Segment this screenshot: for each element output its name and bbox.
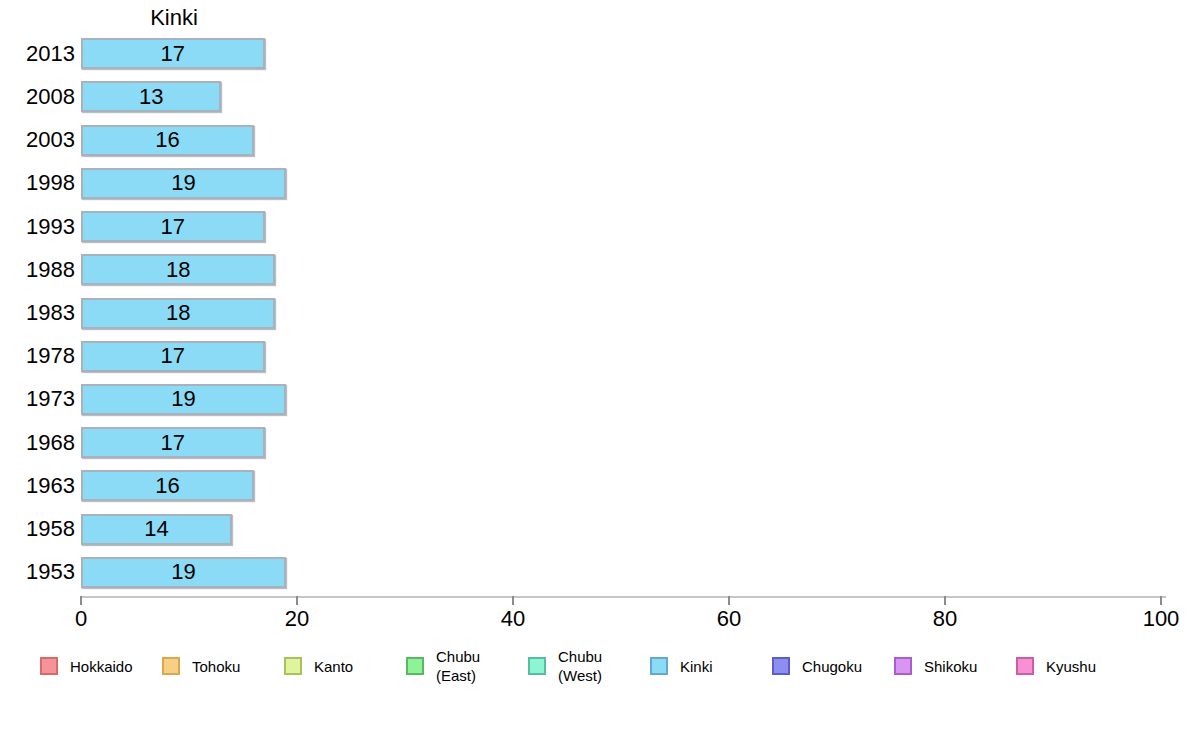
- chart-row: 1968 17: [0, 421, 1188, 464]
- legend-swatch-icon: [40, 657, 58, 675]
- year-label: 1973: [0, 386, 81, 412]
- x-axis-line: [81, 596, 1166, 598]
- x-tick-mark: [296, 596, 298, 605]
- bar-1978[interactable]: 17: [81, 341, 265, 372]
- x-tick-mark: [512, 596, 514, 605]
- chart-title: Kinki: [81, 5, 267, 31]
- bar-value-label: 16: [155, 127, 179, 153]
- chart-row: 1953 19: [0, 551, 1188, 594]
- year-label: 1958: [0, 516, 81, 542]
- x-tick-mark: [944, 596, 946, 605]
- year-label: 2013: [0, 41, 81, 67]
- legend-item-kyushu[interactable]: Kyushu: [1016, 648, 1096, 684]
- legend-item-shikoku[interactable]: Shikoku: [894, 648, 977, 684]
- bar-1988[interactable]: 18: [81, 254, 275, 285]
- x-tick-label: 20: [267, 606, 327, 632]
- legend-swatch-icon: [406, 657, 424, 675]
- legend-item-hokkaido[interactable]: Hokkaido: [40, 648, 133, 684]
- bar-value-label: 19: [171, 386, 195, 412]
- chart-row: 2008 13: [0, 75, 1188, 118]
- x-tick-mark: [80, 596, 82, 605]
- x-tick-label: 60: [699, 606, 759, 632]
- chart-row: 2013 17: [0, 32, 1188, 75]
- x-tick-label: 100: [1131, 606, 1188, 632]
- year-label: 1988: [0, 257, 81, 283]
- x-tick-mark: [1160, 596, 1162, 605]
- year-label: 2008: [0, 84, 81, 110]
- chart-row: 1963 16: [0, 464, 1188, 507]
- legend-swatch-icon: [772, 657, 790, 675]
- chart-row: 1998 19: [0, 162, 1188, 205]
- chart-row: 1973 19: [0, 378, 1188, 421]
- year-label: 2003: [0, 127, 81, 153]
- legend-item-kanto[interactable]: Kanto: [284, 648, 353, 684]
- legend-swatch-icon: [528, 657, 546, 675]
- chart-row: 1958 14: [0, 508, 1188, 551]
- legend-swatch-icon: [894, 657, 912, 675]
- bar-value-label: 17: [161, 343, 185, 369]
- year-label: 1978: [0, 343, 81, 369]
- chart-page: Kinki 2013 17 2008 13 2003 16 1998 19 1993 17 1988…: [0, 0, 1188, 736]
- bar-1983[interactable]: 18: [81, 298, 275, 329]
- year-label: 1998: [0, 170, 81, 196]
- bar-1973[interactable]: 19: [81, 384, 286, 415]
- bar-1958[interactable]: 14: [81, 514, 232, 545]
- bar-value-label: 16: [155, 473, 179, 499]
- legend-swatch-icon: [162, 657, 180, 675]
- bar-value-label: 17: [161, 430, 185, 456]
- legend-item-tohoku[interactable]: Tohoku: [162, 648, 240, 684]
- bar-value-label: 18: [166, 257, 190, 283]
- bar-value-label: 18: [166, 300, 190, 326]
- bar-2003[interactable]: 16: [81, 125, 254, 156]
- legend-swatch-icon: [284, 657, 302, 675]
- bar-value-label: 14: [144, 516, 168, 542]
- legend-item-chubu-west[interactable]: Chubu(West): [528, 648, 602, 684]
- chart-row: 1978 17: [0, 335, 1188, 378]
- bar-value-label: 17: [161, 214, 185, 240]
- x-tick-label: 80: [915, 606, 975, 632]
- plot-area: 2013172008132003161998191993171988181983…: [0, 32, 1188, 594]
- legend-swatch-icon: [650, 657, 668, 675]
- legend-label: Chubu(West): [558, 647, 602, 685]
- bar-1963[interactable]: 16: [81, 470, 254, 501]
- bar-2008[interactable]: 13: [81, 81, 221, 112]
- bar-1998[interactable]: 19: [81, 168, 286, 199]
- legend-item-kinki[interactable]: Kinki: [650, 648, 713, 684]
- bar-1953[interactable]: 19: [81, 557, 286, 588]
- chart-row: 2003 16: [0, 118, 1188, 161]
- year-label: 1968: [0, 430, 81, 456]
- legend-label: Chugoku: [802, 657, 862, 676]
- legend-swatch-icon: [1016, 657, 1034, 675]
- legend-item-chugoku[interactable]: Chugoku: [772, 648, 862, 684]
- legend-label: Hokkaido: [70, 657, 133, 676]
- legend-item-chubu-east[interactable]: Chubu(East): [406, 648, 480, 684]
- year-label: 1963: [0, 473, 81, 499]
- bar-1993[interactable]: 17: [81, 211, 265, 242]
- legend-label: Tohoku: [192, 657, 240, 676]
- chart-row: 1983 18: [0, 291, 1188, 334]
- chart-row: 1993 17: [0, 205, 1188, 248]
- legend-label: Kinki: [680, 657, 713, 676]
- bar-value-label: 19: [171, 559, 195, 585]
- bar-2013[interactable]: 17: [81, 38, 265, 69]
- bar-value-label: 13: [139, 84, 163, 110]
- bar-1968[interactable]: 17: [81, 427, 265, 458]
- x-tick-label: 40: [483, 606, 543, 632]
- year-label: 1983: [0, 300, 81, 326]
- x-tick-mark: [728, 596, 730, 605]
- chart-row: 1988 18: [0, 248, 1188, 291]
- year-label: 1993: [0, 214, 81, 240]
- year-label: 1953: [0, 559, 81, 585]
- bar-value-label: 17: [161, 41, 185, 67]
- legend-label: Kanto: [314, 657, 353, 676]
- legend: Hokkaido Tohoku Kanto Chubu(East) Chubu(West…: [0, 648, 1188, 688]
- legend-label: Shikoku: [924, 657, 977, 676]
- legend-label: Chubu(East): [436, 647, 480, 685]
- x-tick-label: 0: [51, 606, 111, 632]
- legend-label: Kyushu: [1046, 657, 1096, 676]
- bar-value-label: 19: [171, 170, 195, 196]
